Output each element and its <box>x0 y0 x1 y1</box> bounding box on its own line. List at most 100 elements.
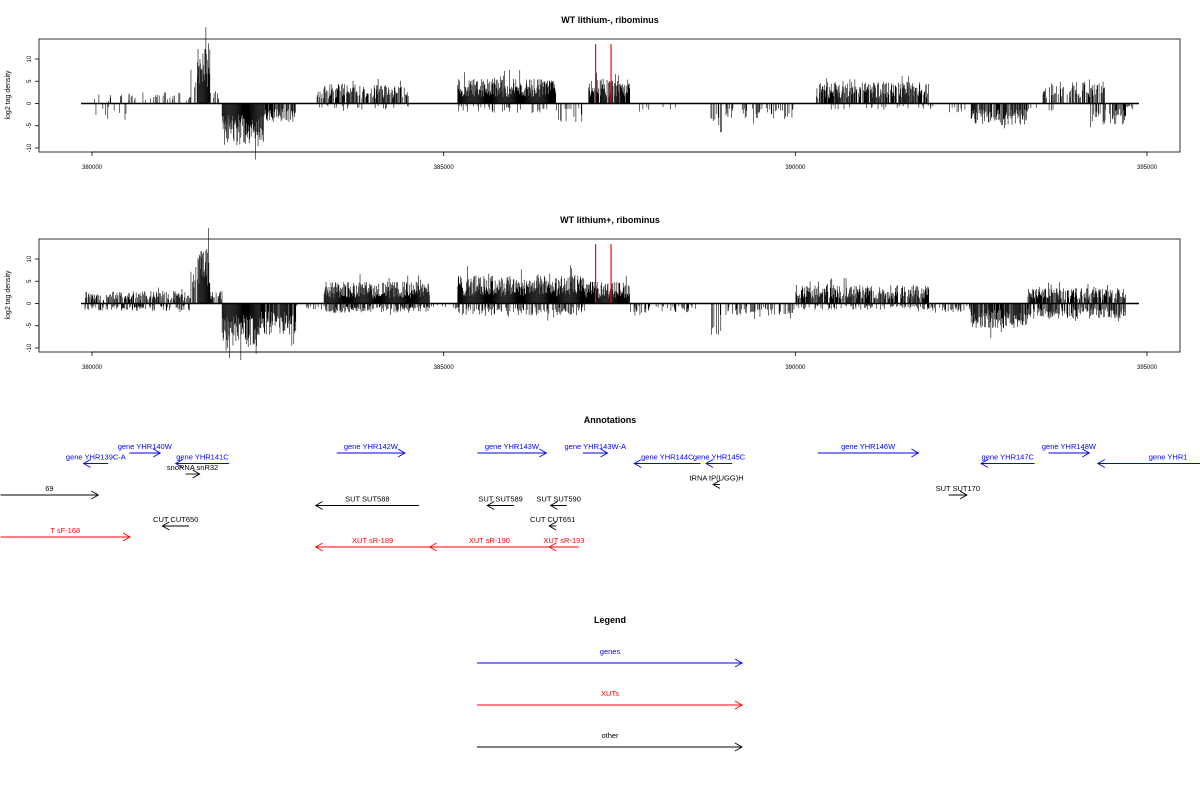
feature-label: CUT CUT651 <box>530 515 575 524</box>
arrowhead <box>980 459 989 468</box>
feature-label: gene YHR146W <box>841 442 896 451</box>
feature: gene YHR139C-A <box>66 453 126 468</box>
feature-label: gene YHR140W <box>118 442 173 451</box>
feature-label: XUT sR-190 <box>469 536 510 545</box>
arrowhead <box>428 542 437 552</box>
x-tick-label: 385000 <box>434 165 455 171</box>
feature-label: gene YHR145C <box>693 453 746 462</box>
y-tick-label: 5 <box>27 79 33 83</box>
feature: gene YHR143W-A <box>565 442 626 458</box>
arrowhead <box>1082 448 1091 458</box>
x-axis: 380000 385000 390000 395000 <box>82 151 1158 171</box>
legend-entries: genes XUTs other <box>477 647 743 752</box>
x-axis: 380000 385000 390000 395000 <box>82 351 1158 371</box>
feature: gene YHR140W <box>118 442 173 458</box>
x-tick-label: 390000 <box>785 165 806 171</box>
x-tick-label: 385000 <box>434 365 455 371</box>
feature: SUT SUT170 <box>936 484 980 500</box>
feature-label: gene YHR143W <box>485 442 540 451</box>
arrowhead <box>705 459 714 468</box>
y-tick-label: 10 <box>27 55 33 62</box>
arrowhead <box>314 501 323 510</box>
y-axis: -10 -5 0 5 10 <box>27 55 40 152</box>
feature-label: gene YHR139C-A <box>66 453 126 462</box>
feature-label: CUT CUT650 <box>153 515 198 524</box>
feature: gene YHR144C <box>633 453 701 468</box>
signal-bars <box>94 27 1134 160</box>
feature-label: gene YHR147C <box>982 453 1035 462</box>
y-tick-label: -5 <box>27 122 33 128</box>
y-axis-label: log2 tag density <box>5 70 12 120</box>
feature-label: gene YHR141C <box>176 453 229 462</box>
feature: XUT sR-190 <box>428 536 550 552</box>
legend-arrowhead <box>734 658 743 668</box>
y-tick-label: -10 <box>27 143 33 152</box>
legend-entry: other <box>477 731 743 752</box>
arrowhead <box>1096 459 1105 468</box>
feature: SUT SUT590 <box>536 495 581 510</box>
legend-label: XUTs <box>601 689 619 698</box>
y-tick-label: -5 <box>27 322 33 328</box>
highlight-lines <box>594 244 612 304</box>
arrowhead <box>486 501 495 510</box>
arrowhead <box>82 459 91 468</box>
arrowhead <box>539 448 548 458</box>
arrowhead <box>548 542 557 552</box>
arrowhead <box>911 448 920 458</box>
feature-label: tRNA tP(UGG)H <box>689 474 743 483</box>
x-tick-label: 395000 <box>1137 165 1158 171</box>
arrowhead <box>548 521 557 531</box>
feature: gene YHR143W <box>477 442 548 458</box>
feature: snoRNA snR32 <box>167 463 218 479</box>
x-tick-label: 395000 <box>1137 365 1158 371</box>
feature: CUT CUT650 <box>153 515 198 531</box>
feature: gene YHR145C <box>693 453 746 468</box>
feature: CUT CUT651 <box>530 515 575 531</box>
feature-label: XUT sR-193 <box>543 536 584 545</box>
feature: SUT SUT588 <box>314 495 420 510</box>
feature-label: SUT SUT589 <box>478 495 522 504</box>
feature: XUT sR-193 <box>543 536 585 552</box>
x-tick-label: 380000 <box>82 365 103 371</box>
feature: gene YHR142W <box>336 442 406 458</box>
y-tick-label: -10 <box>27 343 33 352</box>
legend-arrowhead <box>734 700 743 710</box>
arrowhead <box>959 490 968 500</box>
feature-label: XUT sR-189 <box>352 536 393 545</box>
signal-bars <box>84 228 1126 361</box>
legend-entry: XUTs <box>477 689 743 710</box>
y-axis-label: log2 tag density <box>5 270 12 320</box>
feature: gene YHR1 <box>1096 453 1200 468</box>
y-axis: -10 -5 0 5 10 <box>27 255 40 352</box>
feature-label: SUT SUT590 <box>536 495 580 504</box>
arrowhead <box>91 490 100 500</box>
feature-label: SUT SUT588 <box>345 495 389 504</box>
feature-label: gene YHR143W-A <box>565 442 626 451</box>
feature: gene YHR141C <box>174 453 229 468</box>
x-tick-label: 390000 <box>785 365 806 371</box>
feature: tRNA tP(UGG)H <box>689 474 744 489</box>
arrowhead <box>174 459 183 468</box>
arrowhead <box>549 501 558 510</box>
feature-label: gene YHR148W <box>1042 442 1097 451</box>
arrowhead <box>397 448 406 458</box>
feature-label: gene YHR142W <box>344 442 399 451</box>
feature-label: T sF-168 <box>50 526 80 535</box>
legend-entry: genes <box>477 647 743 668</box>
feature: SUT SUT589 <box>478 495 523 510</box>
arrowhead <box>633 459 642 468</box>
track-lithium-minus: WT lithium-, ribominus log2 tag density … <box>5 15 1181 171</box>
y-tick-label: 10 <box>27 255 33 262</box>
feature-label: gene YHR1 <box>1149 453 1188 462</box>
track-title: WT lithium-, ribominus <box>561 15 659 25</box>
arrowhead <box>712 480 721 489</box>
feature: gene YHR146W <box>817 442 920 458</box>
feature: 69 <box>0 484 100 500</box>
annotations-title: Annotations <box>584 415 637 425</box>
legend-title: Legend <box>594 615 626 625</box>
arrowhead <box>122 532 131 542</box>
feature: gene YHR147C <box>980 453 1035 468</box>
